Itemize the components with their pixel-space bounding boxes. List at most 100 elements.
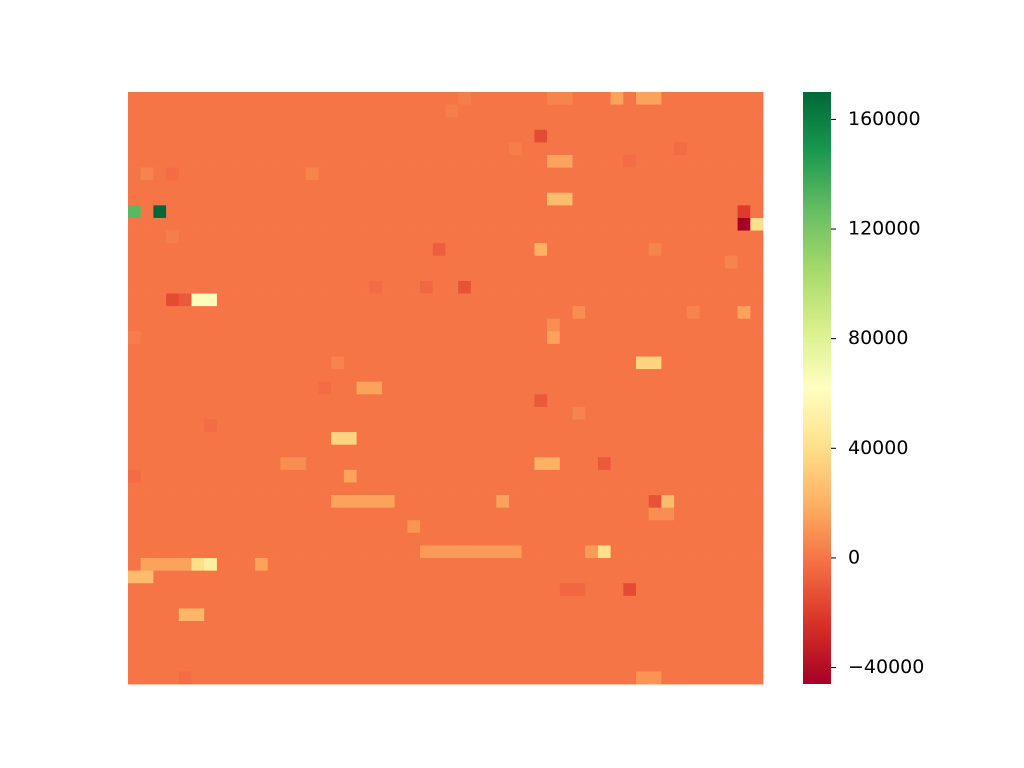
heatmap-cell (458, 167, 472, 181)
heatmap-cell (534, 520, 548, 534)
heatmap-cell (420, 318, 434, 332)
heatmap-cell (674, 671, 688, 685)
heatmap-cell (737, 658, 751, 672)
heatmap-cell (242, 621, 256, 635)
heatmap-cell (521, 520, 535, 534)
heatmap-cell (686, 406, 700, 420)
heatmap-cell (331, 192, 345, 206)
heatmap-cell (496, 180, 510, 194)
heatmap-cell (610, 192, 624, 206)
heatmap-cell (597, 419, 611, 433)
heatmap-cell (559, 293, 573, 307)
heatmap-cell (407, 558, 421, 572)
heatmap-cell (661, 280, 675, 294)
heatmap-cell (445, 469, 459, 483)
heatmap-cell (216, 507, 230, 521)
heatmap-cell (318, 217, 332, 231)
heatmap-cell (382, 205, 396, 219)
heatmap-cell (216, 306, 230, 320)
heatmap-cell (242, 495, 256, 509)
heatmap-cell (445, 394, 459, 408)
heatmap-cell (343, 507, 357, 521)
heatmap-cell (216, 331, 230, 345)
heatmap-cell (318, 293, 332, 307)
heatmap-cell (407, 545, 421, 559)
heatmap-cell (318, 646, 332, 660)
heatmap-cell (521, 104, 535, 118)
heatmap-cell (166, 192, 180, 206)
heatmap-cell (559, 621, 573, 635)
heatmap-cell (610, 230, 624, 244)
heatmap-cell (255, 558, 269, 572)
heatmap-cell (305, 469, 319, 483)
heatmap-cell (369, 469, 383, 483)
heatmap-cell (420, 520, 434, 534)
heatmap-cell (280, 280, 294, 294)
heatmap-cell (229, 369, 243, 383)
heatmap-cell (623, 419, 637, 433)
heatmap-cell (369, 180, 383, 194)
heatmap-cell (166, 520, 180, 534)
heatmap-cell (610, 268, 624, 282)
heatmap-cell (610, 406, 624, 420)
heatmap-cell (547, 419, 561, 433)
heatmap-cell (293, 180, 307, 194)
heatmap-cell (521, 507, 535, 521)
heatmap-cell (547, 457, 561, 471)
heatmap-cell (521, 570, 535, 584)
heatmap-cell (128, 570, 142, 584)
heatmap-cell (686, 444, 700, 458)
heatmap-cell (648, 318, 662, 332)
heatmap-cell (509, 444, 523, 458)
heatmap-cell (280, 457, 294, 471)
heatmap-cell (445, 595, 459, 609)
heatmap-cell (267, 180, 281, 194)
heatmap-cell (534, 432, 548, 446)
heatmap-cell (432, 444, 446, 458)
heatmap-cell (331, 570, 345, 584)
heatmap-cell (305, 595, 319, 609)
heatmap-cell (191, 658, 205, 672)
heatmap-cell (534, 306, 548, 320)
heatmap-cell (572, 532, 586, 546)
heatmap-cell (623, 280, 637, 294)
heatmap-cell (191, 343, 205, 357)
heatmap-cell (432, 646, 446, 660)
heatmap-cell (724, 142, 738, 156)
heatmap-cell (166, 394, 180, 408)
heatmap-cell (382, 520, 396, 534)
heatmap-cell (674, 595, 688, 609)
heatmap-cell (305, 92, 319, 105)
heatmap-cell (559, 532, 573, 546)
heatmap-cell (572, 482, 586, 496)
heatmap-cell (293, 457, 307, 471)
heatmap-cell (229, 520, 243, 534)
heatmap-cell (610, 243, 624, 257)
heatmap-cell (305, 507, 319, 521)
heatmap-cell (750, 356, 764, 370)
heatmap-cell (585, 243, 599, 257)
heatmap-cell (204, 268, 218, 282)
heatmap-cell (280, 482, 294, 496)
heatmap-cell (737, 369, 751, 383)
heatmap-cell (712, 671, 726, 685)
heatmap-cell (394, 507, 408, 521)
heatmap-cell (242, 192, 256, 206)
heatmap-cell (216, 180, 230, 194)
heatmap-cell (559, 356, 573, 370)
heatmap-cell (369, 331, 383, 345)
heatmap-cell (369, 608, 383, 622)
heatmap-cell (636, 343, 650, 357)
heatmap-cell (153, 444, 167, 458)
heatmap-cell (674, 293, 688, 307)
heatmap-cell (509, 532, 523, 546)
heatmap-cell (331, 230, 345, 244)
heatmap-cell (534, 621, 548, 635)
heatmap-cell (343, 167, 357, 181)
heatmap-cell (242, 331, 256, 345)
heatmap-cell (305, 180, 319, 194)
heatmap-cell (407, 658, 421, 672)
heatmap-cell (559, 406, 573, 420)
heatmap-cell (509, 117, 523, 131)
heatmap-cell (470, 558, 484, 572)
